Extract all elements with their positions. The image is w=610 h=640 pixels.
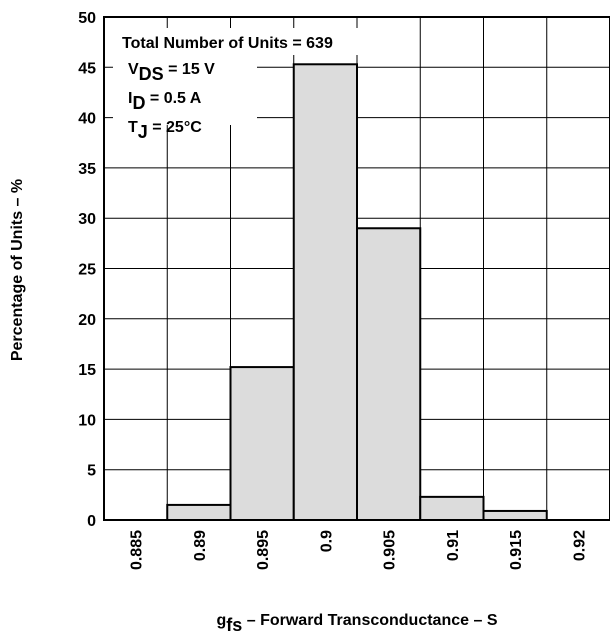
x-tick-label: 0.885 bbox=[129, 530, 146, 570]
bar bbox=[356, 227, 422, 521]
y-tick-label: 0 bbox=[87, 513, 96, 530]
x-tick-label: 0.9 bbox=[318, 530, 335, 552]
text-main: Total Number of Units = 639 bbox=[122, 35, 333, 52]
text-sub: J bbox=[138, 122, 148, 142]
annotation: ID = 0.5 A bbox=[128, 90, 202, 113]
y-tick-label: 50 bbox=[78, 10, 96, 27]
bar bbox=[419, 495, 485, 521]
y-tick-label: 45 bbox=[78, 60, 96, 77]
text-main: V bbox=[128, 61, 139, 78]
y-tick-label: 40 bbox=[78, 111, 96, 128]
bars bbox=[166, 63, 548, 522]
annotation: TJ = 25°C bbox=[128, 119, 202, 142]
annotation: Total Number of Units = 639 bbox=[122, 35, 333, 52]
bar bbox=[292, 63, 358, 521]
x-axis-label: gfs – Forward Transconductance – S bbox=[217, 612, 498, 635]
y-tick-label: 15 bbox=[78, 362, 96, 379]
bar bbox=[482, 509, 548, 522]
x-tick-label: 0.91 bbox=[445, 530, 462, 561]
text-rest: = 25°C bbox=[148, 119, 202, 136]
bar bbox=[229, 366, 295, 522]
text-main: I bbox=[128, 90, 132, 107]
annotations: Total Number of Units = 639 VDS = 15 V ID … bbox=[122, 35, 333, 142]
y-tick-label: 30 bbox=[78, 211, 96, 228]
plot-frame bbox=[103, 16, 610, 521]
text-main: T bbox=[128, 119, 138, 136]
text-rest: = 0.5 A bbox=[145, 90, 201, 107]
x-tick-label: 0.905 bbox=[382, 530, 399, 570]
y-tick-label: 20 bbox=[78, 312, 96, 329]
text-sub: DS bbox=[139, 64, 164, 84]
annotation-bg bbox=[113, 55, 257, 125]
text-sub: D bbox=[132, 93, 145, 113]
y-tick-label: 5 bbox=[87, 463, 96, 480]
text-rest: – Forward Transconductance – S bbox=[242, 612, 498, 629]
text-rest: = 15 V bbox=[164, 61, 215, 78]
annotation: VDS = 15 V bbox=[128, 61, 215, 84]
text-sub: fs bbox=[226, 615, 242, 635]
x-tick-label: 0.92 bbox=[571, 530, 588, 561]
text-main: g bbox=[217, 612, 227, 629]
y-tick-label: 35 bbox=[78, 161, 96, 178]
bar bbox=[166, 503, 232, 522]
x-tick-label: 0.895 bbox=[255, 530, 272, 570]
x-tick-label: 0.915 bbox=[508, 530, 525, 570]
annotation-bg bbox=[113, 28, 411, 55]
y-axis-label: Percentage of Units – % bbox=[9, 179, 26, 361]
y-tick-label: 10 bbox=[78, 412, 96, 429]
y-tick-label: 25 bbox=[78, 262, 96, 279]
x-tick-label: 0.89 bbox=[192, 530, 209, 561]
